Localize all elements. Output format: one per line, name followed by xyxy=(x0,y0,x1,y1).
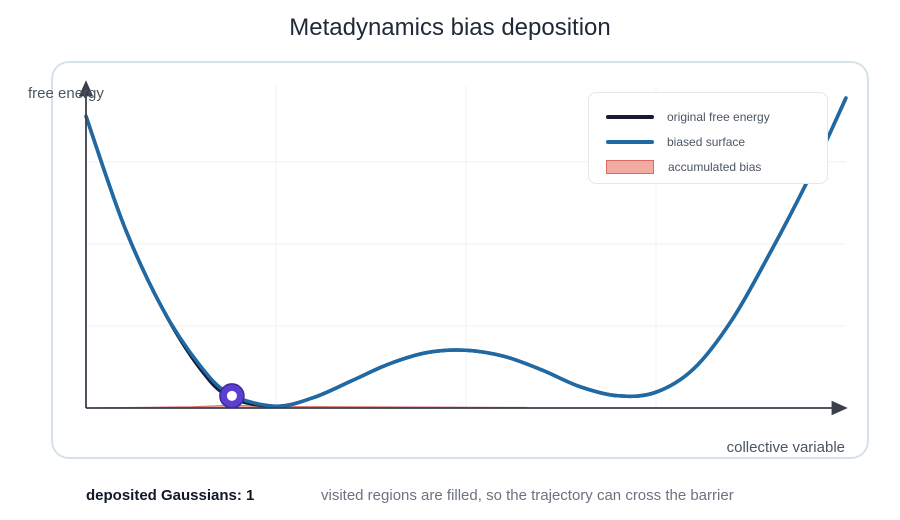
y-axis-label: free energy xyxy=(28,85,104,102)
deposited-gaussians-count: deposited Gaussians: 1 xyxy=(86,487,255,504)
legend-label-bias: accumulated bias xyxy=(668,160,762,174)
legend-item-original: original free energy xyxy=(606,108,770,126)
legend-label-biased: biased surface xyxy=(667,135,746,149)
chart-title: Metadynamics bias deposition xyxy=(289,14,611,41)
legend-swatch-original xyxy=(606,115,654,119)
footer-note: visited regions are filled, so the traje… xyxy=(321,487,734,504)
legend: original free energy biased surface accu… xyxy=(588,92,828,184)
walker-layer xyxy=(219,383,245,409)
biased-surface-line xyxy=(84,96,848,408)
legend-item-bias: accumulated bias xyxy=(606,158,761,176)
legend-item-biased: biased surface xyxy=(606,133,745,151)
legend-swatch-bias xyxy=(606,160,654,174)
x-axis-label: collective variable xyxy=(726,439,845,456)
legend-swatch-biased xyxy=(606,140,654,144)
legend-label-original: original free energy xyxy=(667,110,770,124)
series-lines xyxy=(84,96,848,408)
walker-marker-center xyxy=(226,390,237,401)
